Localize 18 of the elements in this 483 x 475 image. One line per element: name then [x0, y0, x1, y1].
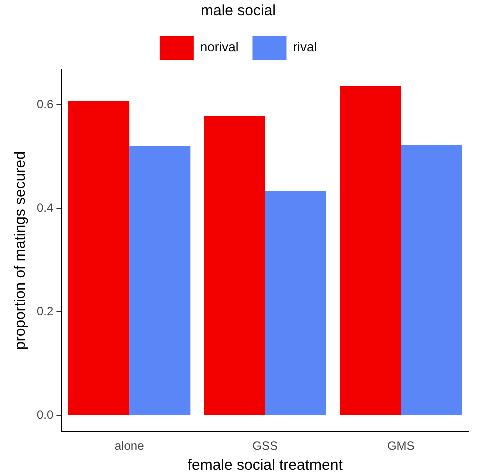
bar — [130, 146, 191, 416]
legend-title: male social — [200, 2, 276, 20]
bar — [340, 86, 402, 416]
legend-label: norival — [200, 40, 239, 55]
x-tick-label: GSS — [252, 439, 278, 454]
x-axis-title: female social treatment — [188, 457, 344, 474]
bar — [265, 191, 326, 416]
legend-label: rival — [293, 40, 318, 55]
bar — [204, 116, 266, 416]
y-tick-label: 0.4 — [36, 200, 54, 215]
y-tick-label: 0.2 — [36, 304, 54, 318]
x-tick-label: alone — [114, 439, 145, 454]
x-tick-label: GMS — [387, 439, 415, 454]
bar — [68, 101, 130, 416]
y-tick-label: 0.6 — [36, 97, 54, 112]
y-axis-title: proportion of matings secured — [12, 152, 30, 350]
y-tick-label: 0.0 — [36, 408, 54, 422]
bar — [401, 145, 462, 416]
